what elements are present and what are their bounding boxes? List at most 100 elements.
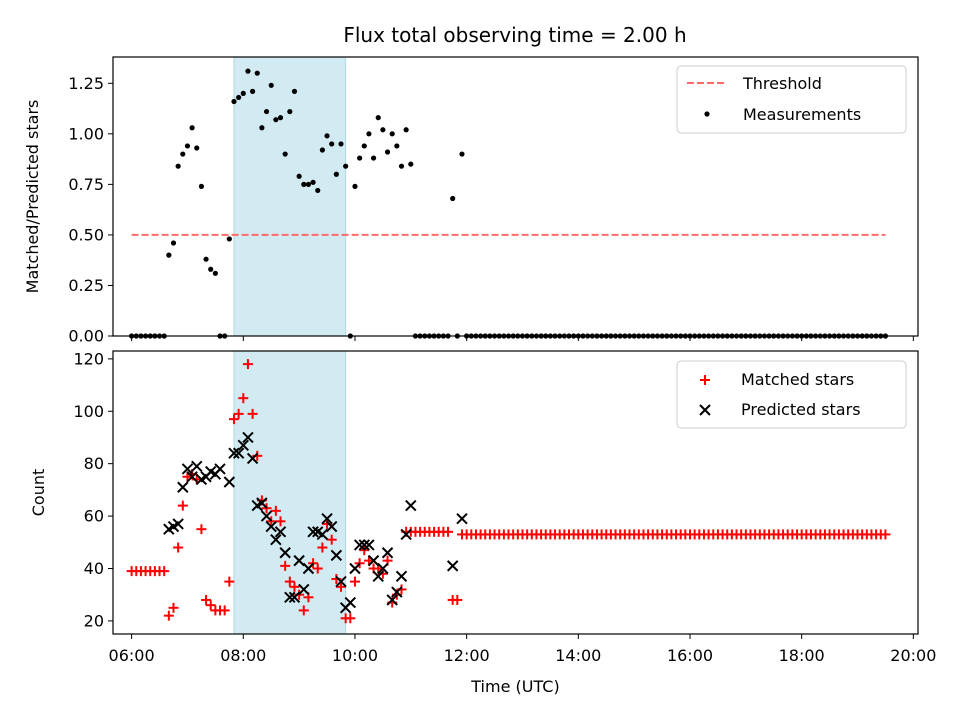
predicted-star-point xyxy=(349,562,361,575)
matched-star-point xyxy=(336,581,347,592)
matched-star-point xyxy=(205,600,216,611)
measurement-point xyxy=(301,181,307,187)
measurement-point xyxy=(166,252,172,258)
predicted-star-point xyxy=(191,460,203,473)
predicted-star-point xyxy=(363,539,375,551)
measurement-point xyxy=(203,256,209,262)
top-y-tick-label: 0.00 xyxy=(68,327,104,346)
predicted-star-point-b xyxy=(405,499,417,512)
predicted-star-point xyxy=(344,596,357,609)
predicted-star-point xyxy=(405,499,417,512)
measurement-point xyxy=(282,151,288,157)
predicted-star-point xyxy=(256,497,268,509)
top-panel: 0.00 0.25 0.50 0.75 1.00 1.25 Matched/Predict… xyxy=(23,56,919,346)
top-y-tick-label: 1.00 xyxy=(68,124,104,143)
top-plot-frame xyxy=(112,56,919,337)
predicted-star-point-b xyxy=(446,560,459,572)
bottom-axis-ticks: 06:00 08:00 10:00 12:00 14:00 16:00 18:00 20:00… xyxy=(73,349,936,665)
predicted-star-point xyxy=(181,463,194,475)
matched-star-point xyxy=(298,605,309,616)
matched-star-point xyxy=(312,563,323,574)
bottom-y-tick-label: 60 xyxy=(84,507,104,526)
observing-interval-shade-top xyxy=(233,56,347,337)
predicted-star-point-b xyxy=(256,497,268,509)
measurement-point xyxy=(408,161,414,167)
measurement-point xyxy=(268,82,274,88)
predicted-star-point-b xyxy=(284,591,296,604)
measurement-point xyxy=(384,149,391,155)
predicted-star-point xyxy=(395,570,408,583)
predicted-star-point-b xyxy=(205,465,217,478)
predicted-star-point xyxy=(316,528,329,541)
predicted-star-point-b xyxy=(363,539,375,551)
measurement-point xyxy=(273,117,279,123)
predicted-star-point-b xyxy=(395,570,408,583)
matched-star-point xyxy=(201,594,212,605)
matched-star-point xyxy=(163,610,174,621)
predicted-star-point xyxy=(446,560,459,572)
legend-x-marker xyxy=(699,404,711,416)
predicted-star-point xyxy=(288,591,301,604)
measurement-point xyxy=(366,131,372,137)
measurement-point xyxy=(459,151,465,157)
measurement-point xyxy=(296,173,302,179)
predicted-star-point-b xyxy=(288,591,301,604)
matched-star-point xyxy=(238,393,249,404)
measurement-point xyxy=(189,125,195,131)
measurement-point xyxy=(375,115,381,121)
measurement-point xyxy=(310,179,316,185)
measurement-point xyxy=(249,88,256,94)
predicted-star-point-b xyxy=(223,476,236,488)
predicted-star-point-b xyxy=(265,520,277,533)
predicted-star-point xyxy=(284,591,296,604)
predicted-star-point xyxy=(391,586,403,598)
predicted-star-point xyxy=(214,463,226,475)
legend-plus-marker xyxy=(700,375,710,385)
predicted-star-point xyxy=(232,447,245,459)
predicted-star-point xyxy=(353,539,366,551)
predicted-star-point-b xyxy=(381,547,394,559)
predicted-star-point xyxy=(223,476,236,488)
matched-star-point xyxy=(349,576,360,587)
measurement-point xyxy=(287,108,293,115)
measurement-point xyxy=(184,143,191,149)
top-y-tick-label: 0.50 xyxy=(68,225,104,244)
measurement-point xyxy=(315,187,321,194)
predicted-star-point-b xyxy=(274,526,287,538)
top-y-axis-label: Matched/Predicted stars xyxy=(23,100,42,294)
x-tick-label: 12:00 xyxy=(444,646,490,665)
predicted-star-point xyxy=(367,554,380,567)
measurement-point xyxy=(212,270,218,276)
legend-threshold-label: Threshold xyxy=(742,74,822,93)
top-axis-ticks: 0.00 0.25 0.50 0.75 1.00 1.25 xyxy=(68,74,914,346)
measurement-point xyxy=(319,147,325,153)
predicted-star-point-b xyxy=(246,452,259,465)
measurement-point xyxy=(333,171,339,177)
predicted-star-point-b xyxy=(307,526,319,538)
measurement-point xyxy=(254,70,260,76)
x-axis-label: Time (UTC) xyxy=(470,677,559,696)
bottom-y-tick-label: 100 xyxy=(73,402,104,421)
legend-matched-swatch xyxy=(700,375,710,385)
predicted-star-point-b xyxy=(358,539,370,551)
predicted-star-point xyxy=(274,526,287,538)
bottom-y-tick-label: 80 xyxy=(84,454,104,473)
predicted-stars-points xyxy=(163,431,468,614)
matched-star-point xyxy=(233,408,244,419)
predicted-star-point-b xyxy=(214,463,226,475)
measurement-point xyxy=(370,155,377,161)
legend-predicted-label: Predicted stars xyxy=(741,400,861,419)
measurement-point xyxy=(175,163,181,169)
bottom-y-tick-label: 120 xyxy=(73,349,104,368)
predicted-star-point xyxy=(237,439,249,452)
measurement-point xyxy=(403,127,409,133)
measurement-point xyxy=(357,155,363,161)
matched-star-point xyxy=(452,594,463,605)
matched-star-point xyxy=(177,500,188,511)
matched-star-point xyxy=(228,414,239,425)
predicted-star-point-b xyxy=(181,463,194,475)
predicted-star-point xyxy=(279,547,291,559)
measurement-point xyxy=(240,90,246,96)
matched-star-point xyxy=(880,529,891,540)
predicted-star-point xyxy=(307,526,319,538)
